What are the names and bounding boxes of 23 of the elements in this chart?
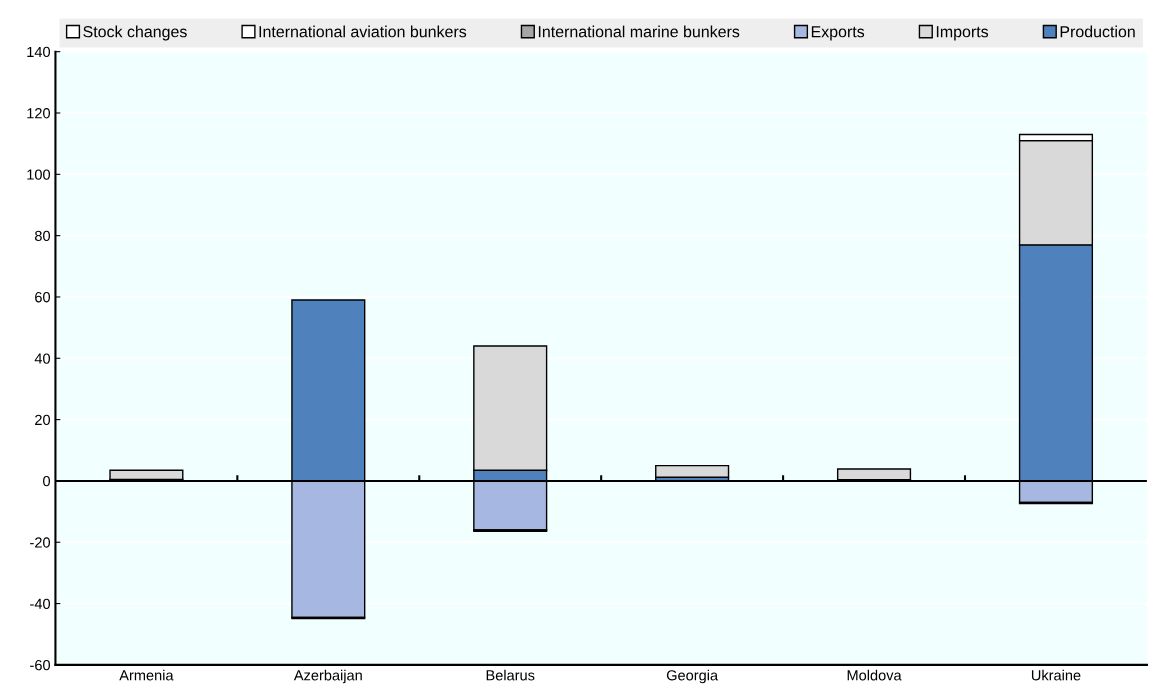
x-tick-label: Moldova (847, 669, 902, 681)
y-tick-label: -60 (30, 659, 51, 671)
x-tick-label: Georgia (666, 669, 719, 684)
y-tick-label: 0 (43, 476, 51, 487)
legend-label: Imports (936, 26, 989, 41)
y-tick-label: -20 (30, 537, 51, 548)
y-tick-label: 60 (35, 292, 51, 303)
y-tick-label: 20 (35, 414, 51, 426)
legend-label: Production (1060, 25, 1135, 38)
y-tick-label: 100 (27, 169, 51, 180)
legend-label: International aviation bunkers (259, 25, 467, 38)
y-tick-label: 40 (34, 353, 51, 364)
y-tick-label: -40 (30, 598, 51, 609)
y-tick-label: 80 (34, 230, 51, 242)
legend-label: International marine bunkers (538, 25, 740, 38)
x-tick-label: Armenia (119, 669, 174, 681)
legend-label: Stock changes (83, 25, 187, 41)
legend-label: Exports (811, 26, 865, 41)
y-tick-label: 140 (27, 46, 51, 58)
x-tick-label: Azerbaijan (293, 669, 362, 684)
x-tick-label: Belarus (486, 669, 535, 681)
y-tick-label: 120 (27, 108, 51, 119)
x-tick-label: Ukraine (1031, 669, 1081, 681)
